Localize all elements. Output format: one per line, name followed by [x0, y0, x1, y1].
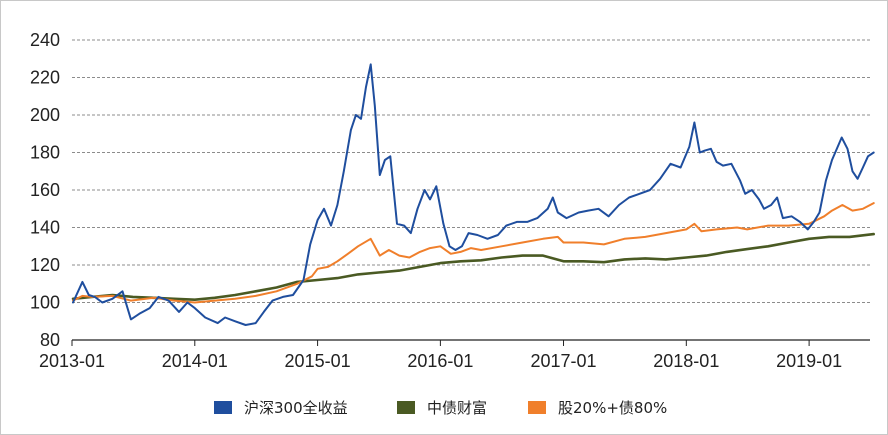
x-tick-label: 2015-01: [285, 351, 351, 371]
legend-label: 中债财富: [427, 399, 487, 417]
legend: 沪深300全收益 中债财富 股20%+债80%: [214, 399, 667, 417]
legend-label: 股20%+债80%: [558, 399, 667, 417]
x-tick-label: 2017-01: [530, 351, 596, 371]
gridlines: [72, 39, 870, 303]
series-lines: [71, 63, 875, 326]
y-tick-label: 140: [30, 218, 60, 238]
x-tick-label: 2016-01: [407, 351, 473, 371]
x-tick-label: 2014-01: [162, 351, 228, 371]
y-tick-label: 180: [30, 143, 60, 163]
y-tick-label: 100: [30, 293, 60, 313]
series-line: [72, 202, 875, 304]
x-tick-label: 2018-01: [653, 351, 719, 371]
series-line: [71, 232, 875, 301]
x-tick-label: 2013-01: [39, 351, 105, 371]
legend-swatch: [397, 401, 415, 414]
x-axis-tick-labels: 2013-01 2014-01 2015-01 2016-01 2017-01 2018-…: [39, 351, 842, 371]
legend-label: 沪深300全收益: [244, 399, 348, 417]
legend-swatch: [214, 401, 232, 414]
x-axis: [71, 339, 870, 346]
y-tick-label: 120: [30, 255, 60, 275]
y-tick-label: 200: [30, 105, 60, 125]
y-tick-label: 80: [40, 330, 60, 350]
y-tick-label: 240: [30, 30, 60, 50]
legend-swatch: [528, 401, 546, 414]
x-tick-label: 2019-01: [776, 351, 842, 371]
series-line: [72, 63, 875, 326]
y-axis-tick-labels: 80 100 120 140 160 180 200 220 240: [30, 30, 60, 350]
y-tick-label: 160: [30, 180, 60, 200]
y-tick-label: 220: [30, 68, 60, 88]
